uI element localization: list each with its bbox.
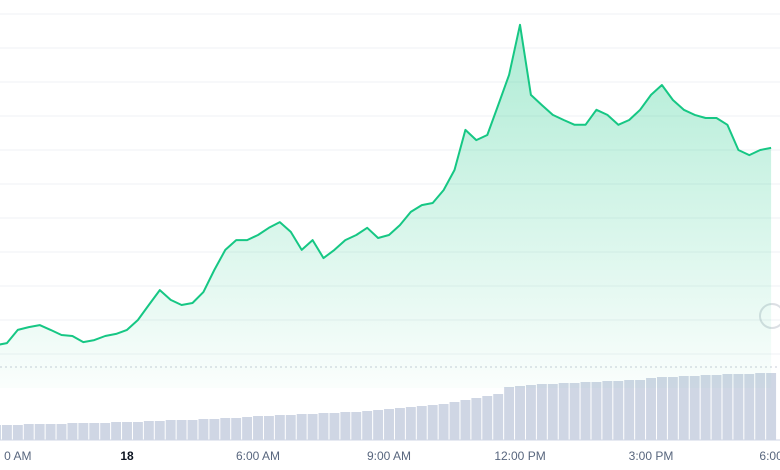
volume-bar: [143, 421, 154, 440]
volume-bar: [318, 413, 329, 440]
volume-bar: [122, 422, 132, 440]
volume-bar: [755, 373, 766, 440]
volume-bar: [1, 425, 12, 440]
volume-bar: [558, 383, 569, 440]
volume-bar: [56, 424, 67, 440]
volume-bar: [602, 381, 613, 440]
price-line: [0, 23, 772, 346]
volume-bar: [132, 422, 143, 440]
volume-bar: [209, 419, 220, 440]
volume-bar: [766, 373, 777, 440]
x-tick-label: 12:00 PM: [494, 449, 545, 463]
volume-bar: [111, 422, 122, 440]
volume-bar: [329, 413, 340, 440]
volume-bar: [362, 411, 373, 440]
volume-bar: [613, 381, 624, 440]
volume-bar: [667, 377, 678, 440]
volume-bar: [373, 410, 384, 440]
volume-bar: [187, 420, 198, 440]
volume-bar: [384, 409, 394, 440]
x-tick-label: 9:00 AM: [367, 449, 411, 463]
price-area: [0, 24, 772, 388]
volume-bar: [0, 425, 1, 440]
volume-bar: [253, 416, 263, 440]
volume-bar: [263, 416, 274, 440]
volume-bar: [296, 414, 307, 440]
volume-bar: [231, 418, 242, 440]
volume-bar: [438, 404, 449, 440]
volume-bar: [569, 383, 580, 440]
volume-bar: [220, 418, 231, 440]
volume-bar: [285, 415, 296, 440]
volume-bar: [580, 382, 591, 440]
volume-bar: [165, 420, 176, 440]
volume-bar: [427, 405, 438, 440]
volume-bar: [45, 424, 56, 440]
volume-bar: [525, 385, 536, 440]
volume-bar: [624, 380, 635, 440]
volume-bar: [67, 423, 78, 440]
volume-bar: [100, 423, 111, 440]
volume-bar: [89, 423, 100, 440]
volume-bar: [34, 424, 45, 440]
volume-bar: [591, 382, 602, 440]
volume-bar: [176, 420, 187, 440]
volume-bar: [340, 412, 351, 440]
volume-bar: [416, 406, 427, 440]
volume-bar: [307, 414, 318, 440]
volume-bar: [547, 384, 558, 440]
volume-bar: [744, 374, 755, 440]
volume-bar: [154, 421, 165, 440]
volume-bar: [405, 407, 416, 440]
volume-bar: [351, 412, 362, 440]
volume-bar: [493, 394, 504, 440]
volume-bar: [536, 384, 547, 440]
volume-bar: [242, 417, 253, 440]
x-tick-label: 6:00 AM: [236, 449, 280, 463]
x-tick-label: 3:00 PM: [629, 449, 674, 463]
volume-bar: [700, 375, 711, 440]
volume-bar: [733, 374, 744, 440]
volume-bar: [689, 376, 700, 440]
volume-bar: [504, 387, 515, 440]
volume-bar: [394, 408, 405, 440]
volume-bar: [460, 400, 471, 440]
volume-bar: [198, 419, 209, 440]
volume-bar: [722, 374, 733, 440]
x-tick-label: 18: [120, 449, 134, 463]
volume-bar: [656, 377, 667, 440]
volume-bar: [711, 375, 722, 440]
volume-bar: [515, 386, 525, 440]
volume-bar: [449, 402, 460, 440]
volume-bar: [471, 398, 482, 440]
volume-bar: [274, 415, 285, 440]
x-tick-label: 6:00: [759, 449, 780, 463]
x-tick-label: 0 AM: [4, 449, 31, 463]
volume-bar: [23, 424, 34, 440]
volume-bar: [678, 376, 689, 440]
volume-bar: [12, 425, 23, 440]
volume-bar: [646, 378, 656, 440]
volume-bar: [482, 396, 493, 440]
volume-bar: [78, 423, 89, 440]
volume-bar: [635, 380, 646, 440]
